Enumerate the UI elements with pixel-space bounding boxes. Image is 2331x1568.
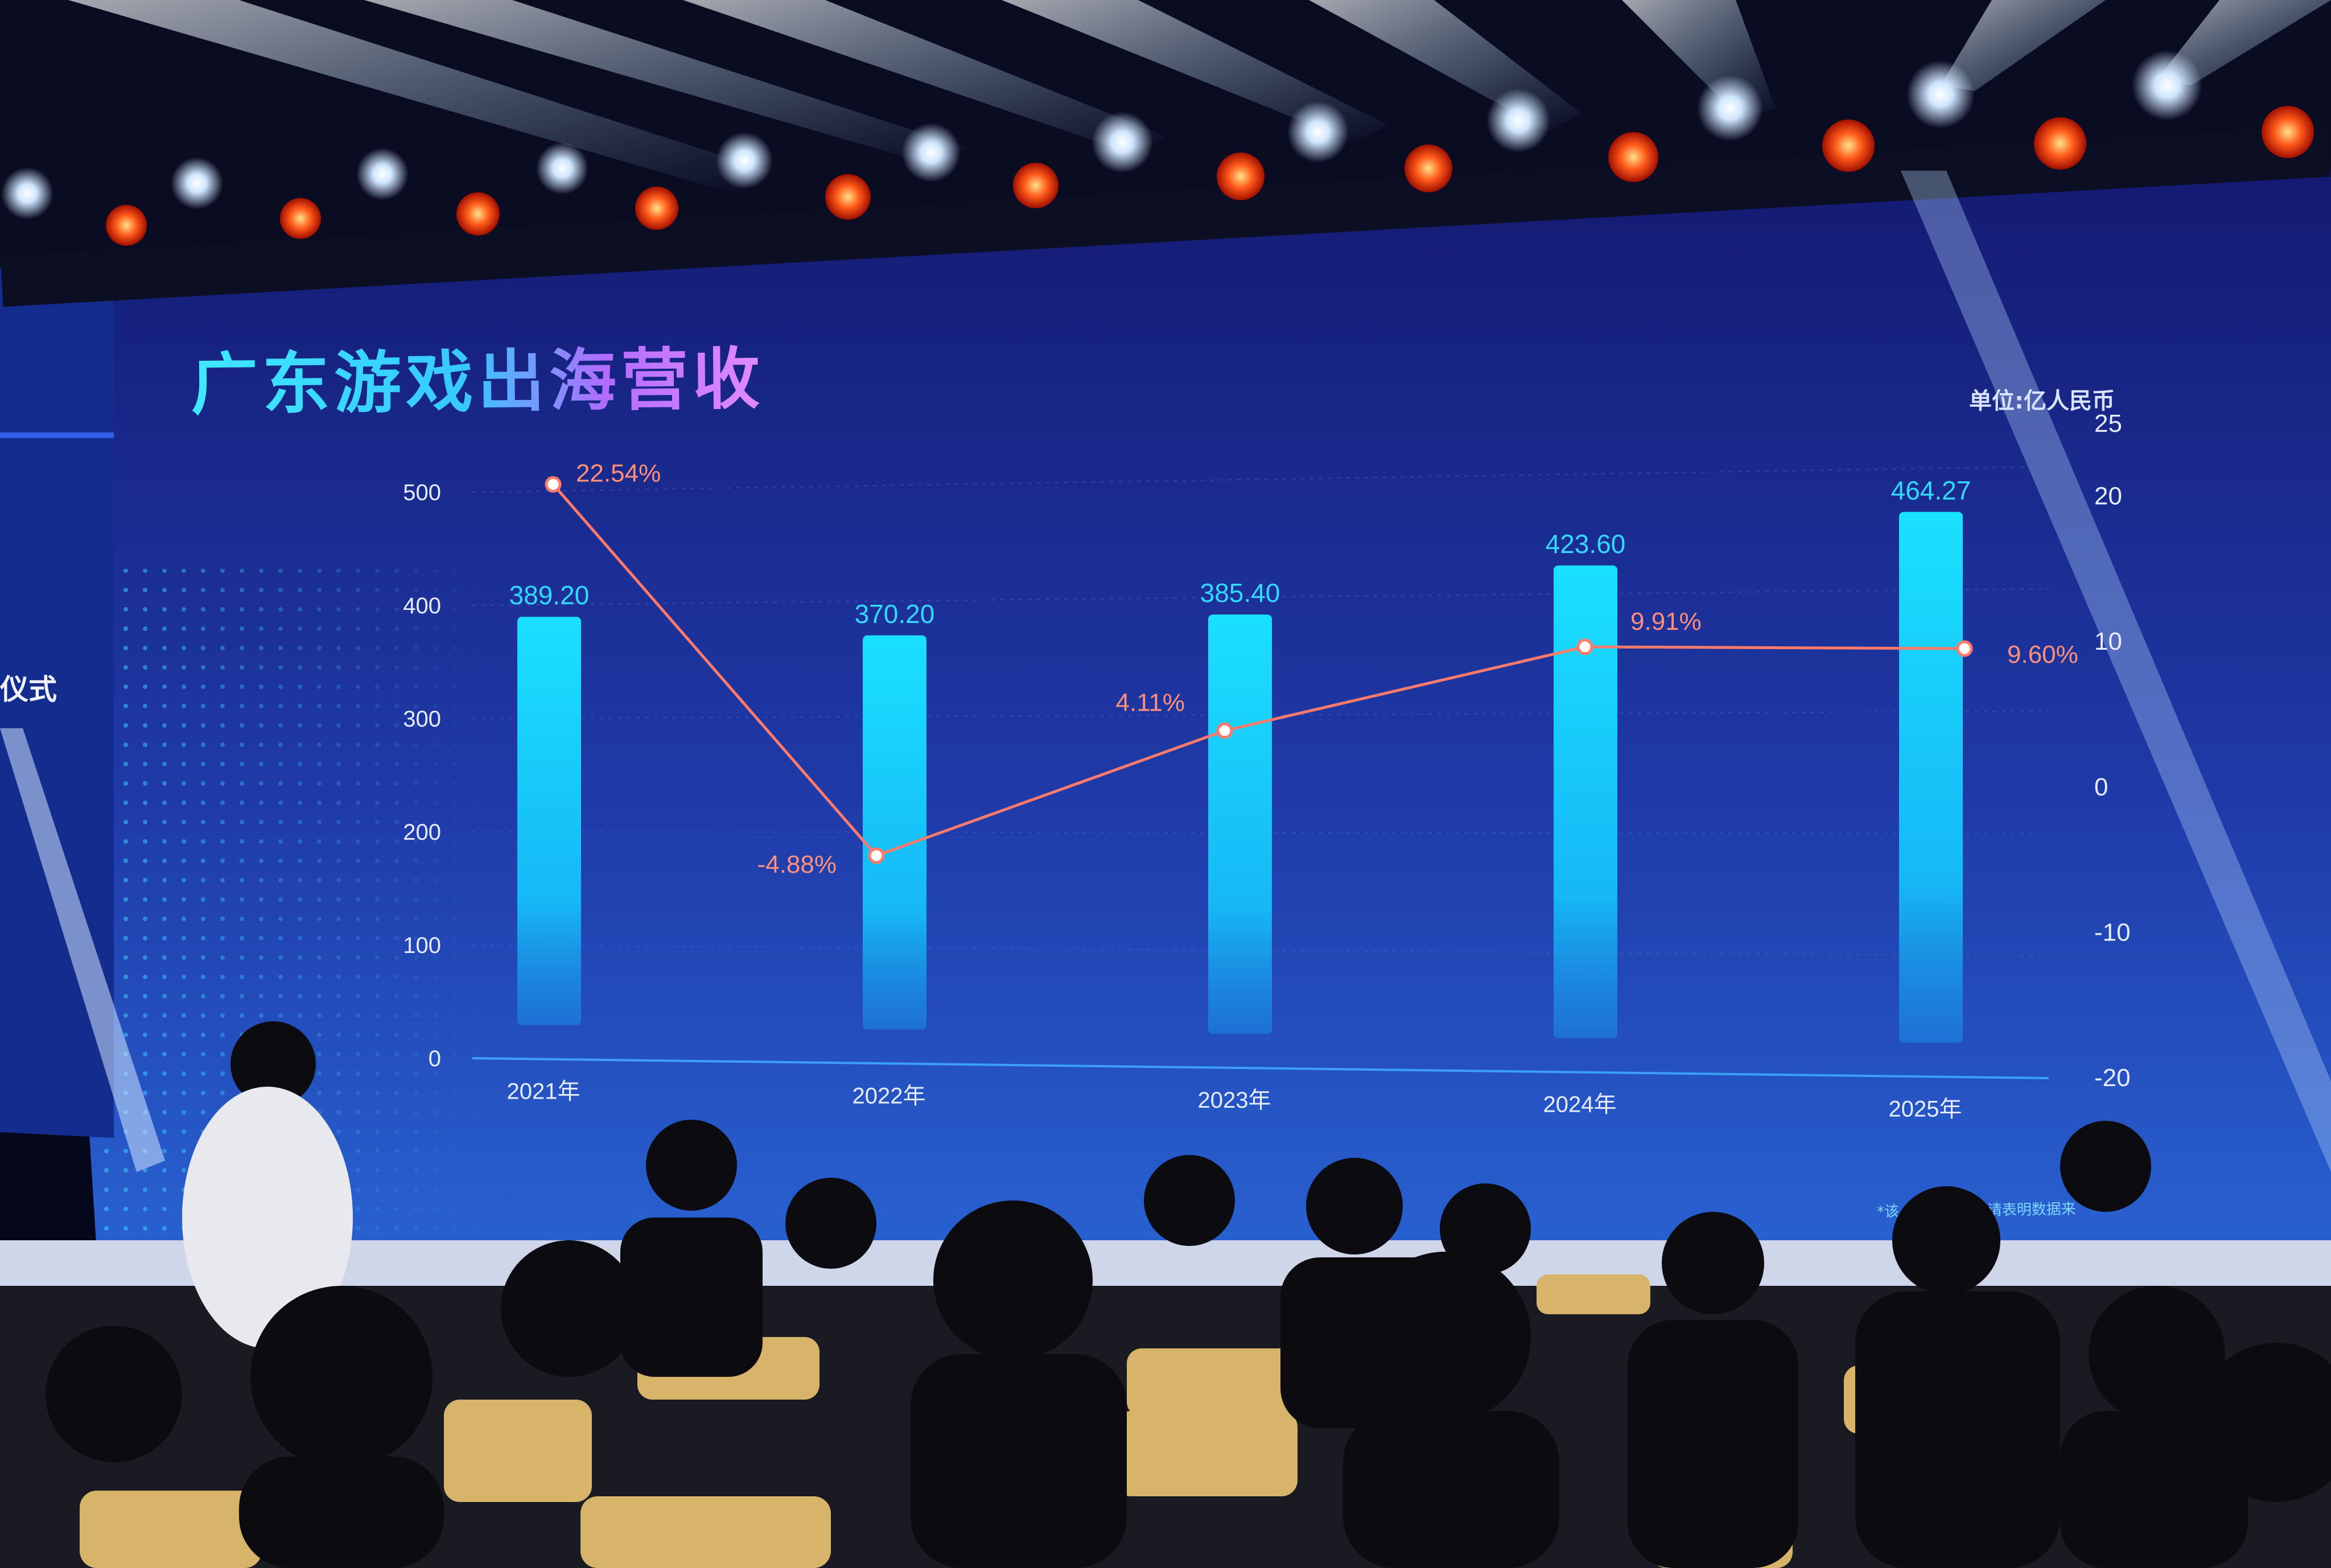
axes: 0 100 200 300 400 500 -20 -10 0 10 20 25 2021年 2022年 2… [403,410,2130,1122]
x-tick-label: 2021年 [507,1079,580,1104]
bar-value-label: 423.60 [1546,529,1626,559]
x-tick-label: 2022年 [852,1083,926,1108]
growth-line [545,476,1973,864]
growth-point-2023年 [1216,722,1233,739]
y-left-tick-label: 300 [403,707,441,732]
lighting-truss [0,125,2331,307]
y-right-tick-label: 25 [2094,410,2122,438]
bar-value-label: 385.40 [1200,578,1280,608]
people [46,1021,2331,1568]
y-left-tick-label: 100 [403,933,441,958]
x-tick-label: 2025年 [1889,1096,1962,1121]
bar-2025年 [1899,511,1963,1043]
grid-line [472,588,2049,606]
y-left-tick-label: 400 [403,593,441,618]
y-left-tick-label: 500 [403,480,441,505]
y-right-tick-label: 0 [2094,773,2108,801]
bar-2024年 [1554,565,1617,1038]
growth-point-2022年 [868,847,885,864]
bar-value-label: 464.27 [1891,476,1971,505]
y-right-tick-label: -20 [2094,1064,2131,1092]
y-left-tick-label: 0 [429,1046,441,1071]
grid-line [472,831,2049,834]
side-screen-text: 仪式 [0,673,57,706]
growth-value-label: 4.11% [1116,688,1185,716]
grid-line [472,711,2049,719]
grid-line [472,944,2049,956]
y-left-tick-label: 200 [403,820,441,845]
growth-point-2024年 [1576,638,1593,655]
y-right-tick-label: -10 [2094,918,2131,946]
spotlight-beam-left [0,728,165,1172]
y-right-tick-label: 20 [2094,482,2122,510]
bar-2021年 [517,617,581,1025]
growth-value-label: 9.60% [2007,641,2078,669]
led-screen [34,171,2331,1309]
data-labels: 389.20 370.20 385.40 423.60 464.27 22.54% -4.8… [509,459,2078,878]
growth-point-2025年 [1956,640,1973,657]
y-right-tick-label: 10 [2094,628,2122,655]
x-tick-label: 2024年 [1543,1092,1617,1117]
bar-2023年 [1208,614,1272,1034]
grid-line [472,1057,2049,1079]
grid-line [472,466,2049,493]
bar-2022年 [863,635,926,1030]
growth-value-label: 9.91% [1630,608,1702,636]
bar-value-label: 370.20 [855,599,935,629]
bar-value-label: 389.20 [509,580,590,610]
unit-label: 单位:亿人民币 [1969,388,2115,414]
light-beams [68,0,2331,193]
growth-value-label: 22.54% [576,459,661,487]
growth-value-label: -4.88% [757,851,837,878]
bars [517,511,1963,1043]
growth-point-2021年 [545,476,562,493]
grid-lines [472,466,2049,1079]
x-tick-label: 2023年 [1198,1088,1271,1113]
stage-lamps [1,50,2314,246]
spotlight-beam-right [1901,171,2331,1172]
